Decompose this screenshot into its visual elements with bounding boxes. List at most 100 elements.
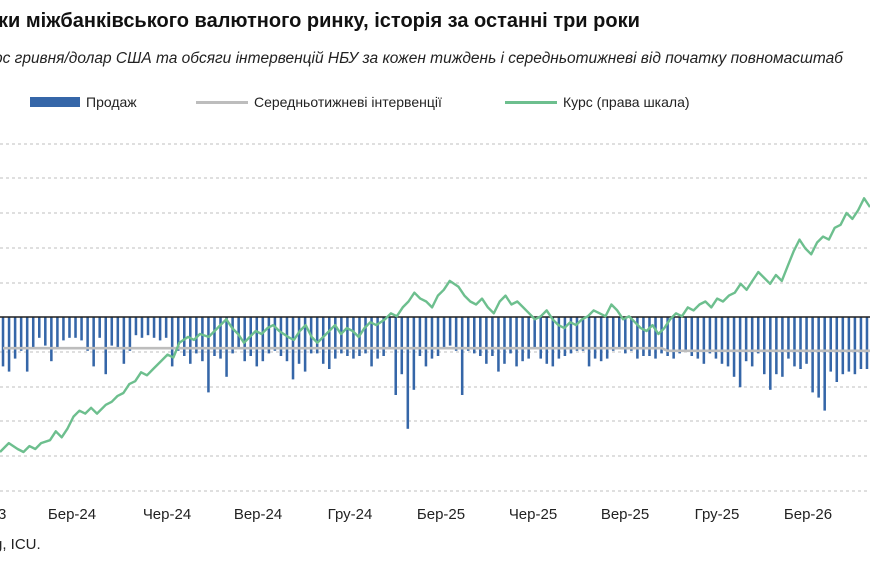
bar-sales-98	[593, 317, 597, 359]
bar-sales-125	[756, 317, 760, 354]
legend-swatch-rate	[505, 100, 557, 104]
bar-sales-135	[817, 317, 820, 398]
bar-sales-109	[660, 317, 663, 354]
bar-sales-24	[146, 317, 150, 336]
bar-sales-63	[382, 317, 385, 356]
x-tick-label-0: 3	[0, 506, 6, 523]
bar-sales-29	[176, 317, 180, 351]
bar-sales-101	[611, 317, 615, 351]
bar-sales-43	[261, 317, 265, 362]
legend-item-rate: Курс (права шкала)	[505, 94, 690, 110]
bar-sales-65	[394, 317, 397, 395]
bar-sales-92	[557, 317, 561, 359]
bar-sales-76	[460, 317, 464, 395]
legend-label-sales: Продаж	[86, 94, 137, 110]
bar-sales-61	[370, 317, 373, 367]
bar-sales-78	[473, 317, 476, 354]
bar-sales-56	[340, 317, 343, 354]
bar-sales-40	[243, 317, 246, 362]
bar-sales-42	[255, 317, 259, 367]
bar-sales-22	[134, 317, 138, 336]
bar-sales-91	[551, 317, 555, 367]
bar-sales-84	[509, 317, 512, 354]
bar-sales-52	[315, 317, 319, 354]
bar-sales-38	[231, 317, 234, 354]
bar-sales-7	[44, 317, 47, 346]
bar-sales-130	[787, 317, 790, 359]
line-avg-interventions	[3, 346, 870, 353]
bar-sales-122	[738, 317, 742, 388]
bar-sales-120	[726, 317, 730, 367]
bar-sales-82	[497, 317, 500, 372]
bar-sales-44	[267, 317, 271, 354]
legend-item-avg: Середньотижневі інтервенції	[196, 94, 442, 110]
bar-sales-11	[68, 317, 71, 338]
bar-sales-25	[152, 317, 156, 338]
bar-sales-9	[56, 317, 59, 349]
bar-sales-66	[400, 317, 404, 375]
bar-sales-60	[364, 317, 367, 354]
bar-sales-136	[823, 317, 826, 411]
bar-sales-8	[50, 317, 53, 362]
bar-sales-0	[1, 317, 5, 367]
bar-sales-105	[636, 317, 639, 359]
bar-sales-32	[195, 317, 198, 354]
bar-sales-88	[533, 317, 536, 349]
chart-source: g, ICU.	[0, 536, 41, 553]
bar-sales-79	[479, 317, 482, 356]
bar-sales-74	[448, 317, 452, 346]
bar-sales-127	[769, 317, 772, 390]
bar-sales-93	[563, 317, 567, 356]
bar-sales-57	[346, 317, 349, 356]
x-tick-label-4: Гру-24	[328, 506, 373, 523]
bar-sales-106	[642, 317, 645, 356]
bar-sales-132	[799, 317, 802, 369]
bar-sales-139	[841, 317, 845, 375]
bar-sales-1	[7, 317, 11, 372]
bar-sales-34	[207, 317, 210, 393]
x-tick-label-3: Вер-24	[234, 506, 282, 523]
bar-sales-4	[25, 317, 29, 372]
bar-sales-3	[19, 317, 23, 351]
bar-sales-117	[708, 317, 712, 354]
bar-sales-100	[605, 317, 609, 359]
bar-sales-134	[811, 317, 814, 393]
bar-sales-72	[436, 317, 440, 356]
bar-sales-143	[865, 317, 869, 369]
x-tick-label-6: Чер-25	[509, 506, 557, 523]
bar-sales-28	[170, 317, 174, 367]
bar-sales-20	[122, 317, 126, 364]
bar-sales-113	[684, 317, 687, 351]
bar-sales-86	[521, 317, 524, 362]
bar-sales-126	[763, 317, 766, 375]
x-tick-label-9: Бер-26	[784, 506, 832, 523]
chart-subtitle: рс гривня/долар США та обсяги інтервенці…	[0, 50, 843, 67]
bar-sales-118	[714, 317, 718, 359]
bar-sales-104	[630, 317, 633, 351]
bar-sales-121	[732, 317, 736, 377]
bar-sales-119	[720, 317, 724, 364]
bar-sales-37	[225, 317, 228, 377]
bar-sales-123	[744, 317, 748, 362]
bar-sales-17	[104, 317, 107, 375]
bar-sales-73	[442, 317, 446, 349]
bar-sales-137	[829, 317, 832, 372]
line-exchange-rate	[0, 197, 870, 454]
bar-sales-90	[545, 317, 549, 364]
bar-sales-81	[491, 317, 494, 356]
bar-sales-115	[696, 317, 700, 359]
bar-sales-18	[110, 317, 114, 346]
bar-sales-50	[303, 317, 307, 372]
bar-sales-36	[219, 317, 222, 359]
bar-sales-62	[376, 317, 379, 359]
bar-sales-111	[672, 317, 675, 359]
bar-sales-83	[503, 317, 506, 364]
bar-sales-16	[98, 317, 101, 338]
bar-sales-142	[859, 317, 863, 369]
bar-sales-129	[781, 317, 784, 377]
bar-sales-124	[750, 317, 754, 367]
x-tick-label-5: Бер-25	[417, 506, 465, 523]
bar-sales-23	[140, 317, 144, 338]
bar-sales-46	[279, 317, 283, 356]
bar-sales-96	[581, 317, 585, 351]
